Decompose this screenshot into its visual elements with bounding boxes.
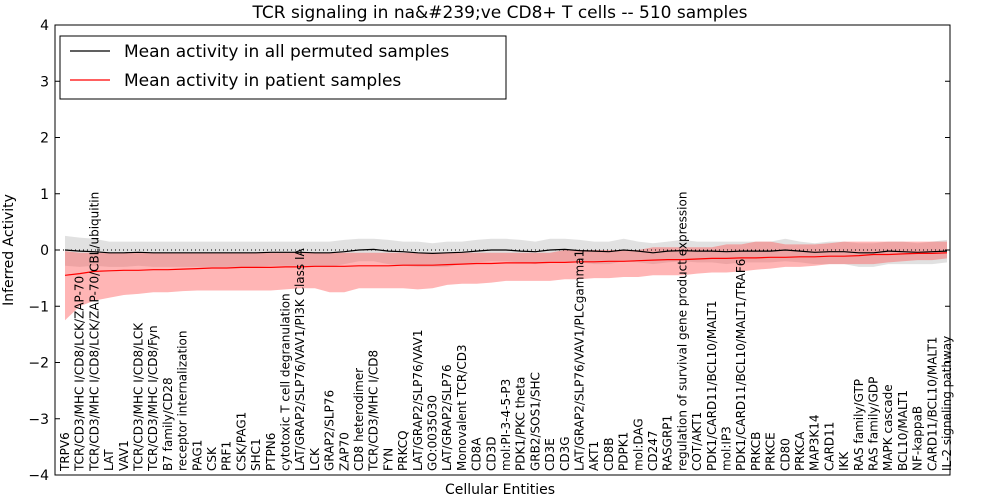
y-tick-label: 4: [40, 18, 49, 34]
x-tick-label: PTPN6: [264, 433, 278, 471]
x-tick-label: TCR/CD3/MHC I/CD8/LCK/ZAP-70/CBL/ubiquit…: [87, 192, 101, 472]
x-tick-label: CD8B: [602, 438, 616, 472]
x-tick-label: CD3D: [484, 437, 498, 472]
x-tick-label: CD247: [646, 430, 660, 471]
x-tick-label: NF-kappaB: [911, 406, 925, 471]
x-tick-label: LAT: [102, 449, 116, 471]
x-tick-label: receptor internalization: [176, 331, 190, 471]
x-tick-label: IKK: [837, 451, 851, 471]
x-tick-label: TCR/CD3/MHC I/CD8/Fyn: [146, 325, 160, 472]
x-tick-label: PRF1: [220, 441, 234, 471]
x-tick-label: BCL10/MALT1: [896, 390, 910, 471]
y-tick-label: −2: [28, 356, 49, 372]
x-tick-label: CD8A: [470, 437, 484, 471]
x-tick-label: cytotoxic T cell degranulation: [279, 293, 293, 471]
x-tick-label: PDPK1: [617, 432, 631, 471]
x-tick-label: LCK: [308, 447, 322, 471]
band-patient: [65, 241, 947, 321]
chart-title: TCR signaling in na&#239;ve CD8+ T cells…: [251, 3, 747, 23]
x-tick-label: mol:DAG: [631, 418, 645, 471]
x-tick-label: LAT/GRAP2/SLP76/VAV1/PI3K Class IA: [293, 247, 307, 471]
x-tick-label: PRKCA: [793, 431, 807, 471]
x-tick-label: GO:0035030: [426, 395, 440, 471]
x-tick-label: mol:IP3: [720, 426, 734, 471]
x-tick-label: LAT/GRAP2/SLP76: [440, 364, 454, 471]
x-axis-label: Cellular Entities: [445, 482, 555, 498]
x-tick-label: PDK1/CARD11/BCL10/MALT1: [705, 301, 719, 471]
band-permuted: [65, 235, 947, 267]
x-tick-label: TCR/CD3/MHC I/CD8/LCK/ZAP-70: [73, 276, 87, 472]
x-tick-label: PRKCE: [764, 432, 778, 471]
y-tick-label: 2: [40, 131, 49, 147]
x-tick-label: PDK1/CARD11/BCL10/MALT1/TRAF6: [734, 259, 748, 471]
legend-label-permuted: Mean activity in all permuted samples: [124, 42, 449, 62]
line-patient: [64, 252, 948, 276]
y-tick-label: 1: [40, 187, 49, 203]
x-tick-label: RAS family/GDP: [867, 377, 881, 471]
line-permuted: [64, 248, 948, 255]
x-tick-label: regulation of survival gene product expr…: [675, 192, 689, 471]
y-tick-label: 3: [40, 74, 49, 90]
x-tick-label: CARD11: [822, 422, 836, 471]
x-tick-label: CD8 heterodimer: [352, 368, 366, 471]
x-tick-label: B7 family/CD28: [161, 377, 175, 471]
x-tick-label: AKT1: [587, 441, 601, 471]
x-tick-label: IL-2 signaling pathway: [940, 336, 954, 471]
x-tick-label: TCR/CD3/MHC I/CD8/LCK: [132, 322, 146, 472]
x-tick-label: LAT/GRAP2/SLP76/VAV1/PLCgamma1: [573, 250, 587, 471]
x-tick-label: Monovalent TCR/CD3: [455, 344, 469, 471]
x-tick-label: LAT/GRAP2/SLP76/VAV1: [411, 330, 425, 471]
legend-box: [59, 35, 507, 100]
x-tick-label: GRAP2/SLP76: [323, 390, 337, 471]
x-tick-label: CD3G: [558, 436, 572, 471]
x-tick-label: CD80: [778, 438, 792, 471]
x-tick-label: TCR/CD3/MHC I/CD8: [367, 350, 381, 472]
y-tick-label: −4: [28, 468, 49, 484]
x-tick-label: PRKCQ: [396, 430, 410, 471]
legend-label-patient: Mean activity in patient samples: [124, 71, 401, 91]
x-tick-label: MAPK cascade: [881, 384, 895, 471]
x-tick-label: CSK/PAG1: [234, 412, 248, 471]
x-tick-label: mol:PI-3-4-5-P3: [499, 379, 513, 471]
x-tick-label: TRPV6: [58, 432, 72, 472]
x-tick-label: ZAP70: [337, 432, 351, 471]
legend: Mean activity in all permuted samples Me…: [59, 35, 507, 100]
x-tick-label: PAG1: [190, 440, 204, 471]
y-tick-label: 0: [40, 243, 49, 259]
x-tick-label: CD3E: [543, 438, 557, 471]
y-tick-label: −3: [28, 412, 49, 428]
x-tick-label: FYN: [381, 448, 395, 471]
x-tick-label: VAV1: [117, 440, 131, 471]
x-tick-label: PRKCB: [749, 432, 763, 471]
x-tick-label: MAP3K14: [808, 414, 822, 471]
x-tick-label: COT/AKT1: [690, 412, 704, 471]
x-tick-label: GRB2/SOS1/SHC: [528, 372, 542, 471]
x-tick-label: RAS family/GTP: [852, 379, 866, 471]
y-axis-label: Inferred Activity: [1, 194, 17, 306]
x-tick-label: CARD11/BCL10/MALT1: [925, 337, 939, 471]
y-tick-label: −1: [28, 299, 49, 315]
x-tick-label: PDK1/PKC theta: [514, 377, 528, 471]
x-tick-label: CSK: [205, 446, 219, 471]
x-tick-label: RASGRP1: [661, 415, 675, 471]
x-tick-label: SHC1: [249, 438, 263, 471]
